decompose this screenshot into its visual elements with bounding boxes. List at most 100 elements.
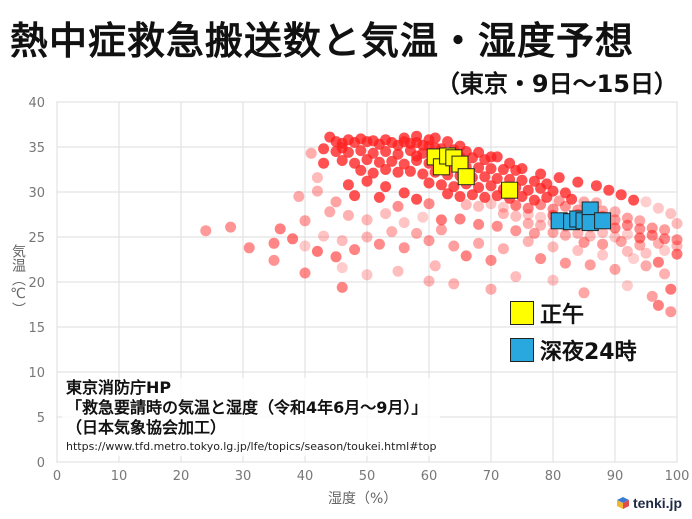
scatter-point <box>361 175 373 187</box>
scatter-point <box>349 244 361 256</box>
scatter-point <box>336 155 348 166</box>
x-tick-label: 20 <box>173 469 190 484</box>
scatter-point <box>485 180 497 192</box>
scatter-point <box>318 230 330 242</box>
scatter-point <box>491 151 503 163</box>
scatter-point <box>578 236 590 248</box>
scatter-point <box>671 234 683 246</box>
scatter-point <box>411 130 423 142</box>
scatter-point <box>522 209 534 220</box>
scatter-point <box>528 175 540 187</box>
tenki-logo[interactable]: tenki.jp <box>616 495 682 511</box>
scatter-point <box>609 231 621 243</box>
legend-label-midnight: 深夜24時 <box>540 340 637 365</box>
scatter-point <box>609 214 621 226</box>
scatter-point <box>522 236 534 247</box>
scatter-point <box>330 251 342 263</box>
scatter-point <box>423 198 435 210</box>
x-tick-label: 30 <box>235 469 252 484</box>
scatter-point <box>287 233 299 245</box>
scatter-point <box>274 223 286 235</box>
scatter-point <box>318 157 330 169</box>
x-tick-label: 10 <box>111 469 128 484</box>
scatter-point <box>311 245 323 257</box>
scatter-point <box>634 232 646 244</box>
scatter-point <box>392 265 404 277</box>
noon-marker <box>457 168 475 186</box>
page-subtitle: （東京・9日～15日） <box>435 70 678 98</box>
scatter-point <box>336 142 348 154</box>
scatter-point <box>634 215 646 227</box>
scatter-point <box>497 208 509 220</box>
scatter-point <box>671 248 683 260</box>
scatter-point <box>621 245 633 257</box>
scatter-point <box>398 217 410 229</box>
scatter-point <box>423 275 435 287</box>
scatter-point <box>336 262 348 274</box>
scatter-point <box>435 224 447 236</box>
scatter-point <box>305 147 317 159</box>
page-title: 熱中症救急搬送数と気温・湿度予想 <box>10 19 635 63</box>
scatter-point <box>361 214 373 226</box>
scatter-point <box>473 237 485 249</box>
chart-ticks: 0 10 20 30 40 50 60 70 80 90 100 0 5 10 15 20 25 30 35 40 <box>28 96 689 484</box>
scatter-point <box>553 195 565 207</box>
scatter-point <box>652 237 664 249</box>
scatter-point <box>572 245 584 256</box>
scatter-point <box>299 215 311 227</box>
source-note: 東京消防庁HP 「救急要請時の気温と湿度（令和4年6月～9月）」 （日本気象協会… <box>62 378 441 456</box>
scatter-point <box>665 208 677 220</box>
scatter-point <box>646 290 658 302</box>
scatter-point <box>442 136 454 148</box>
scatter-point <box>454 191 466 202</box>
scatter-point <box>398 158 410 170</box>
scatter-point <box>572 176 584 188</box>
chart-markers <box>426 147 612 232</box>
scatter-point <box>659 233 671 245</box>
scatter-point <box>435 179 447 191</box>
scatter-point <box>485 198 497 210</box>
scatter-point <box>628 253 640 265</box>
scatter-point <box>609 263 621 275</box>
scatter-point <box>497 243 509 255</box>
scatter-point <box>640 260 652 272</box>
scatter-point <box>386 226 398 238</box>
scatter-point <box>373 156 385 168</box>
scatter-point <box>336 281 348 293</box>
y-tick-label: 5 <box>37 411 45 426</box>
scatter-point <box>578 287 590 299</box>
scatter-point <box>479 191 491 203</box>
legend-swatch-midnight <box>510 338 534 362</box>
scatter-point <box>559 257 571 269</box>
scatter-point <box>646 229 658 241</box>
scatter-point <box>547 241 559 253</box>
scatter-point <box>491 220 503 232</box>
scatter-point <box>398 187 410 199</box>
scatter-point <box>504 157 516 169</box>
logo-text: tenki.jp <box>632 495 682 511</box>
legend-item-noon: 正午 <box>510 297 584 329</box>
source-url[interactable]: https://www.tfd.metro.tokyo.lg.jp/lfe/to… <box>66 440 437 453</box>
scatter-point <box>609 206 621 218</box>
scatter-point <box>640 196 652 208</box>
scatter-point <box>473 146 485 158</box>
scatter-point <box>621 280 633 292</box>
scatter-point <box>380 181 392 193</box>
scatter-point <box>355 145 367 157</box>
scatter-point <box>584 230 596 242</box>
scatter-point <box>615 189 627 201</box>
x-tick-label: 100 <box>665 469 690 484</box>
scatter-point <box>392 200 404 212</box>
scatter-point <box>398 242 410 254</box>
scatter-point <box>361 231 373 243</box>
scatter-point <box>429 132 441 144</box>
y-axis-label: 気温（℃） <box>10 244 26 316</box>
scatter-point <box>336 235 348 247</box>
scatter-point <box>318 143 330 155</box>
scatter-point <box>466 189 478 201</box>
scatter-point <box>652 299 664 311</box>
y-tick-label: 20 <box>28 276 45 291</box>
scatter-point <box>597 227 609 238</box>
scatter-point <box>473 218 485 230</box>
scatter-point <box>516 174 528 186</box>
